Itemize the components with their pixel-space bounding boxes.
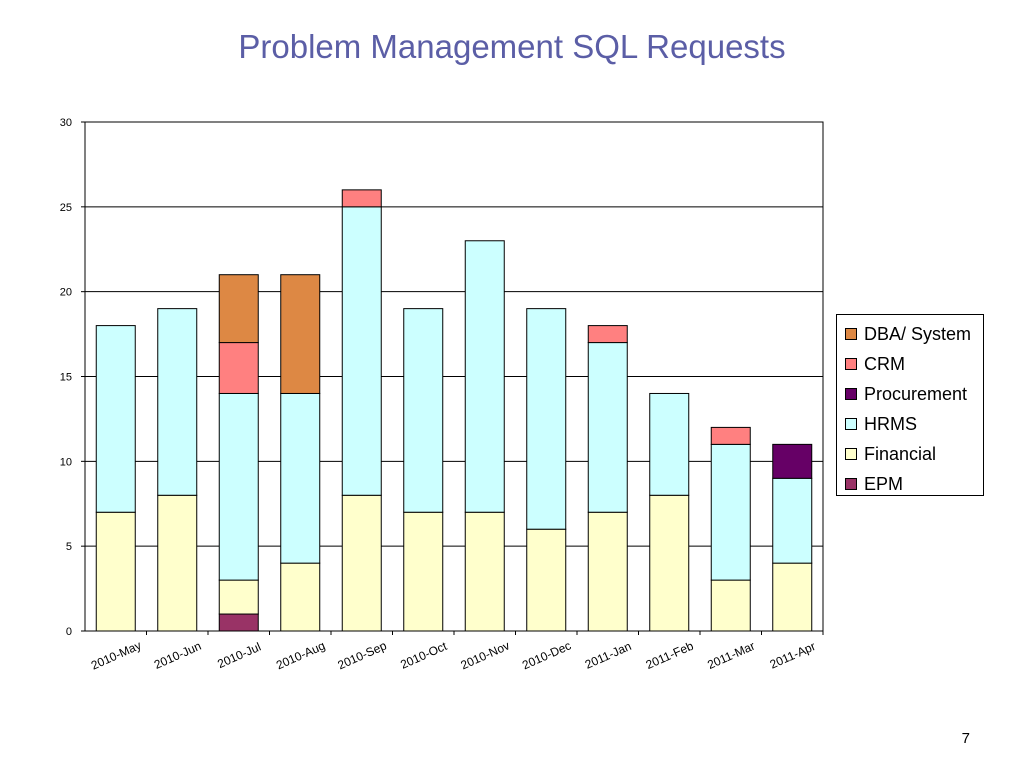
x-category-label: 2011-Apr xyxy=(768,639,818,672)
legend-item: Financial xyxy=(837,439,983,469)
bar-segment-financial xyxy=(772,562,813,632)
legend-label: Financial xyxy=(864,443,937,464)
legend-swatch xyxy=(845,388,857,400)
bar-segment-crm xyxy=(218,342,259,394)
bar-segment-financial xyxy=(710,579,751,632)
x-category-label: 2010-May xyxy=(89,638,143,672)
x-category-label: 2010-Jun xyxy=(152,639,203,672)
legend-label: Procurement xyxy=(864,383,968,404)
bar-segment-dba-system xyxy=(218,274,259,344)
bar-segment-crm xyxy=(587,325,628,344)
legend-item: EPM xyxy=(837,469,983,499)
x-category-label: 2010-Nov xyxy=(459,638,512,672)
bar-segment-financial xyxy=(95,511,136,632)
legend-label: DBA/ System xyxy=(864,323,972,344)
legend-item: DBA/ System xyxy=(837,319,983,349)
legend-item: HRMS xyxy=(837,409,983,439)
x-category-label: 2011-Jan xyxy=(583,639,634,672)
bar-segment-hrms xyxy=(403,308,444,513)
bars xyxy=(95,189,813,632)
y-tick-label: 30 xyxy=(60,117,72,129)
legend-swatch xyxy=(845,478,857,490)
x-category-label: 2010-Sep xyxy=(336,638,390,672)
x-category-label: 2011-Mar xyxy=(705,639,757,672)
legend-swatch xyxy=(845,328,857,340)
bar-segment-hrms xyxy=(710,443,751,581)
chart-legend: DBA/ System CRM Procurement HRMS Financial EP… xyxy=(836,314,984,496)
bar-segment-crm xyxy=(341,189,382,208)
bar-segment-hrms xyxy=(95,325,136,513)
bar-segment-hrms xyxy=(157,308,198,496)
bar-segment-financial xyxy=(157,494,198,632)
y-tick-label: 10 xyxy=(60,456,72,468)
bar-segment-hrms xyxy=(218,392,259,581)
bar-segment-financial xyxy=(587,511,628,632)
y-tick-label: 5 xyxy=(66,541,72,553)
x-category-label: 2010-Jul xyxy=(215,640,263,672)
x-category-label: 2011-Feb xyxy=(644,639,696,672)
bar-segment-hrms xyxy=(280,392,321,564)
bar-segment-financial xyxy=(649,494,690,632)
bar-segment-hrms xyxy=(526,308,567,530)
bar-segment-hrms xyxy=(649,392,690,496)
bar-segment-hrms xyxy=(341,206,382,496)
page-number: 7 xyxy=(961,730,970,747)
bar-segment-hrms xyxy=(587,342,628,513)
legend-swatch xyxy=(845,358,857,370)
y-tick-label: 25 xyxy=(60,202,72,214)
bar-segment-hrms xyxy=(772,477,813,564)
legend-swatch xyxy=(845,418,857,430)
bar-segment-financial xyxy=(464,511,505,632)
legend-label: HRMS xyxy=(864,413,917,434)
legend-label: EPM xyxy=(864,473,904,494)
legend-item: Procurement xyxy=(837,379,983,409)
bar-segment-financial xyxy=(526,528,567,632)
legend-label: CRM xyxy=(864,353,905,374)
x-category-label: 2010-Oct xyxy=(398,639,449,672)
bar-segment-epm xyxy=(218,613,259,632)
bar-segment-procurement xyxy=(772,443,813,479)
x-category-label: 2010-Aug xyxy=(274,638,327,672)
legend-item: CRM xyxy=(837,349,983,379)
y-tick-label: 0 xyxy=(66,626,72,638)
y-tick-label: 20 xyxy=(60,287,72,299)
legend-swatch xyxy=(845,448,857,460)
bar-segment-hrms xyxy=(464,240,505,513)
bar-segment-financial xyxy=(341,494,382,632)
bar-segment-financial xyxy=(280,562,321,632)
bar-segment-financial xyxy=(403,511,444,632)
x-category-label: 2010-Dec xyxy=(520,638,573,672)
slide-title: Problem Management SQL Requests xyxy=(238,28,786,65)
bar-segment-dba-system xyxy=(280,274,321,394)
y-tick-label: 15 xyxy=(60,372,72,384)
bar-segment-financial xyxy=(218,579,259,615)
bar-segment-crm xyxy=(710,426,751,445)
